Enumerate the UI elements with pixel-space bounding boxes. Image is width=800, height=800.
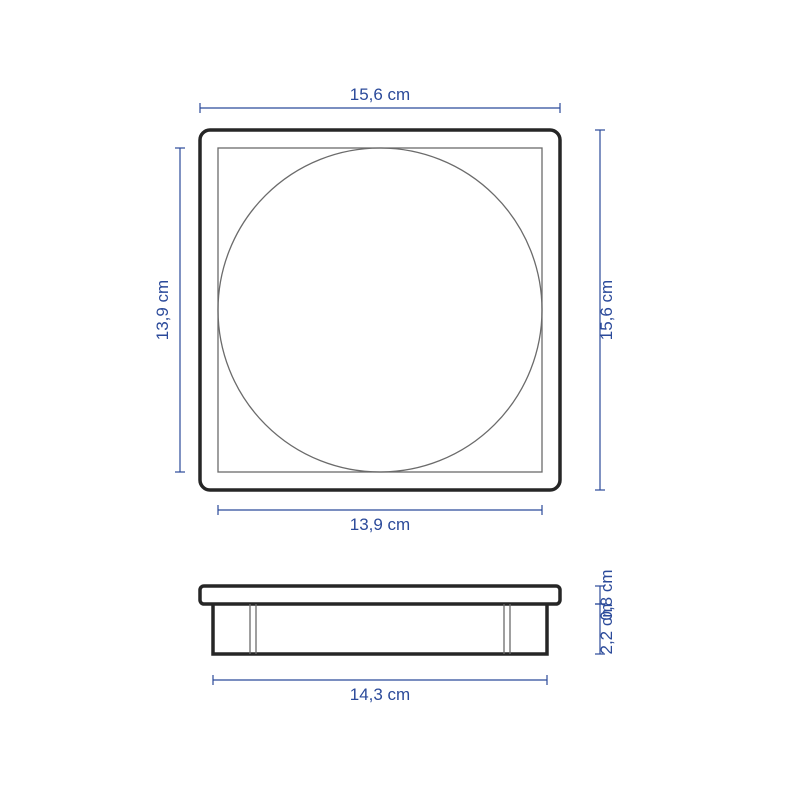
- side-body: [213, 604, 547, 654]
- dimension-label: 2,2 cm: [597, 603, 616, 654]
- technical-drawing: 15,6 cm13,9 cm13,9 cm15,6 cm0,8 cm2,2 cm…: [0, 0, 800, 800]
- dimension-label: 15,6 cm: [597, 280, 616, 340]
- dimension-label: 13,9 cm: [350, 515, 410, 534]
- inscribed-circle: [218, 148, 542, 472]
- dimension-label: 15,6 cm: [350, 85, 410, 104]
- outer-square: [200, 130, 560, 490]
- dimension-label: 13,9 cm: [153, 280, 172, 340]
- side-top-plate: [200, 586, 560, 604]
- dimension-label: 14,3 cm: [350, 685, 410, 704]
- inner-square: [218, 148, 542, 472]
